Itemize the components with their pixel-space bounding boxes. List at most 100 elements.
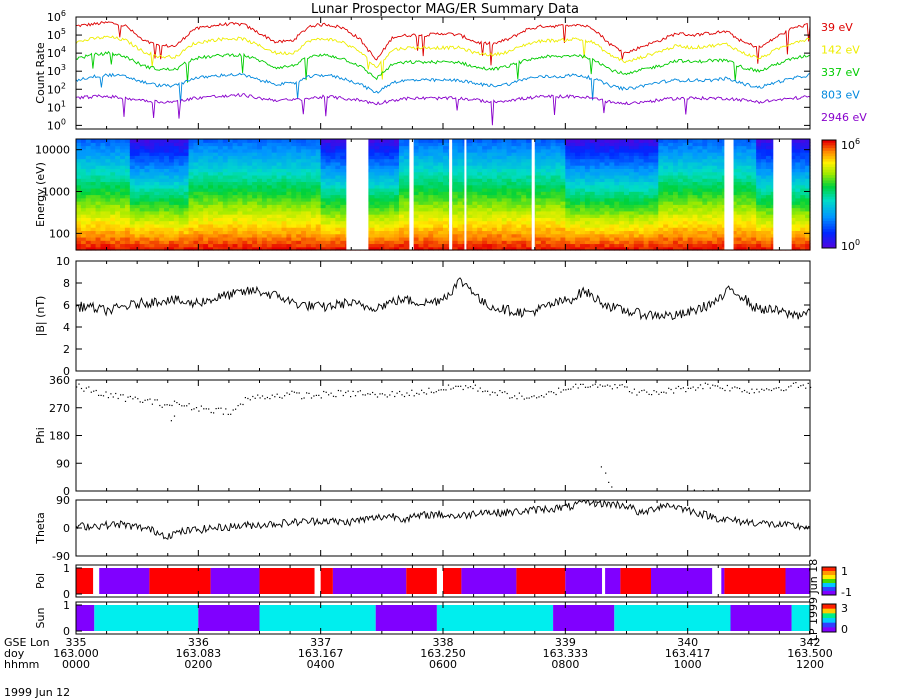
spectrogram-cell	[242, 152, 248, 156]
spectrogram-cell	[188, 230, 195, 235]
spectrogram-cell	[120, 171, 126, 176]
spectrogram-cell	[340, 191, 346, 196]
spectrogram-cell	[320, 223, 327, 228]
spectrogram-cell	[516, 139, 522, 143]
spectrogram-cell	[751, 243, 757, 248]
spectrogram-cell	[545, 243, 552, 248]
spectrogram-cell	[80, 204, 87, 209]
spectrogram-cell	[599, 187, 606, 192]
spectrogram-cell	[217, 194, 224, 199]
spectrogram-cell	[648, 197, 655, 202]
spectrogram-cell	[731, 184, 738, 189]
spectrogram-cell	[149, 243, 155, 248]
spectrogram-cell	[668, 148, 674, 153]
spectrogram-cell	[276, 148, 283, 153]
spectrogram-cell	[516, 246, 522, 251]
spectrogram-cell	[540, 145, 547, 150]
spectrogram-cell	[164, 155, 170, 160]
spectrogram-cell	[389, 214, 395, 218]
spectrogram-cell	[540, 236, 547, 241]
spectrogram-cell	[428, 158, 434, 163]
spectrogram-cell	[521, 174, 527, 179]
spectrogram-cell	[540, 214, 547, 218]
spectrogram-cell	[242, 220, 248, 225]
spectrogram-cell	[164, 178, 170, 183]
spectrogram-cell	[164, 197, 170, 202]
spectrogram-cell	[672, 155, 679, 160]
spectrogram-cell	[550, 158, 557, 163]
spectrogram-cell	[624, 158, 630, 163]
spectrogram-cell	[580, 210, 586, 215]
spectrogram-cell	[120, 152, 126, 156]
spectrogram-cell	[717, 139, 723, 143]
spectrogram-cell	[301, 187, 307, 192]
spectrogram-cell	[188, 178, 195, 183]
spectrogram-cell	[599, 191, 606, 196]
spectrogram-cell	[604, 243, 610, 248]
spectrogram-cell	[217, 152, 224, 156]
spectrogram-cell	[227, 207, 234, 212]
spectrogram-cell	[286, 230, 292, 235]
spectrogram-cell	[443, 236, 449, 241]
spectrogram-cell	[115, 142, 121, 147]
spectrogram-cell	[428, 194, 434, 199]
spectrogram-cell	[648, 178, 655, 183]
spectrogram-cell	[604, 204, 610, 209]
spectrogram-cell	[271, 184, 278, 189]
spectrogram-cell	[672, 194, 679, 199]
spectrogram-cell	[599, 243, 606, 248]
spectrogram-cell	[672, 214, 679, 218]
spectrogram-cell	[761, 168, 767, 173]
spectrogram-cell	[178, 207, 185, 212]
spectrogram-cell	[159, 142, 165, 147]
spectrogram-cell	[619, 174, 625, 179]
spectrogram-cell	[340, 236, 346, 241]
spectrogram-cell	[565, 227, 571, 232]
spectrogram-cell	[213, 210, 219, 215]
spectrogram-cell	[232, 191, 239, 196]
spectrogram-cell	[305, 197, 312, 202]
spectrogram-cell	[761, 174, 767, 179]
spectrogram-cell	[702, 236, 708, 241]
spectrogram-cell	[310, 243, 317, 248]
spectrogram-cell	[687, 207, 694, 212]
spectrogram-cell	[173, 197, 180, 202]
spectrogram-cell	[305, 233, 312, 238]
spectrogram-cell	[242, 142, 248, 147]
spectrogram-cell	[310, 181, 317, 186]
spectrogram-cell	[535, 152, 542, 156]
spectrogram-cell	[511, 223, 517, 228]
spectrogram-cell	[433, 187, 439, 192]
spectrogram-cell	[467, 201, 473, 205]
spectrogram-cell	[222, 201, 229, 205]
count-tick-exponent: 5	[61, 27, 66, 36]
spectrogram-cell	[604, 139, 610, 143]
spectrogram-cell	[203, 165, 209, 169]
spectrogram-cell	[560, 233, 566, 238]
spectrogram-cell	[271, 181, 278, 186]
spectrogram-cell	[736, 187, 743, 192]
spectrogram-cell	[115, 207, 121, 212]
spectrogram-cell	[756, 142, 762, 147]
spectrogram-cell	[467, 171, 473, 176]
spectrogram-cell	[301, 181, 307, 186]
spectrogram-cell	[707, 181, 713, 186]
spectrogram-cell	[633, 194, 640, 199]
spectrogram-cell	[394, 155, 400, 160]
spectrogram-cell	[443, 168, 449, 173]
spectrogram-cell	[208, 181, 214, 186]
spectrogram-cell	[76, 155, 82, 160]
spectrogram-cell	[159, 204, 165, 209]
spectrogram-cell	[384, 227, 390, 232]
spectrogram-cell	[545, 181, 552, 186]
spectrogram-cell	[423, 142, 429, 147]
spectrogram-cell	[589, 171, 596, 176]
spectrogram-cell	[374, 236, 380, 241]
spectrogram-cell	[85, 227, 92, 232]
spectrogram-cell	[266, 227, 273, 232]
spectrogram-cell	[643, 210, 650, 215]
spectrogram-cell	[95, 148, 102, 153]
spectrogram-cell	[633, 161, 640, 166]
spectrogram-cell	[692, 161, 699, 166]
spectrogram-cell	[580, 243, 586, 248]
